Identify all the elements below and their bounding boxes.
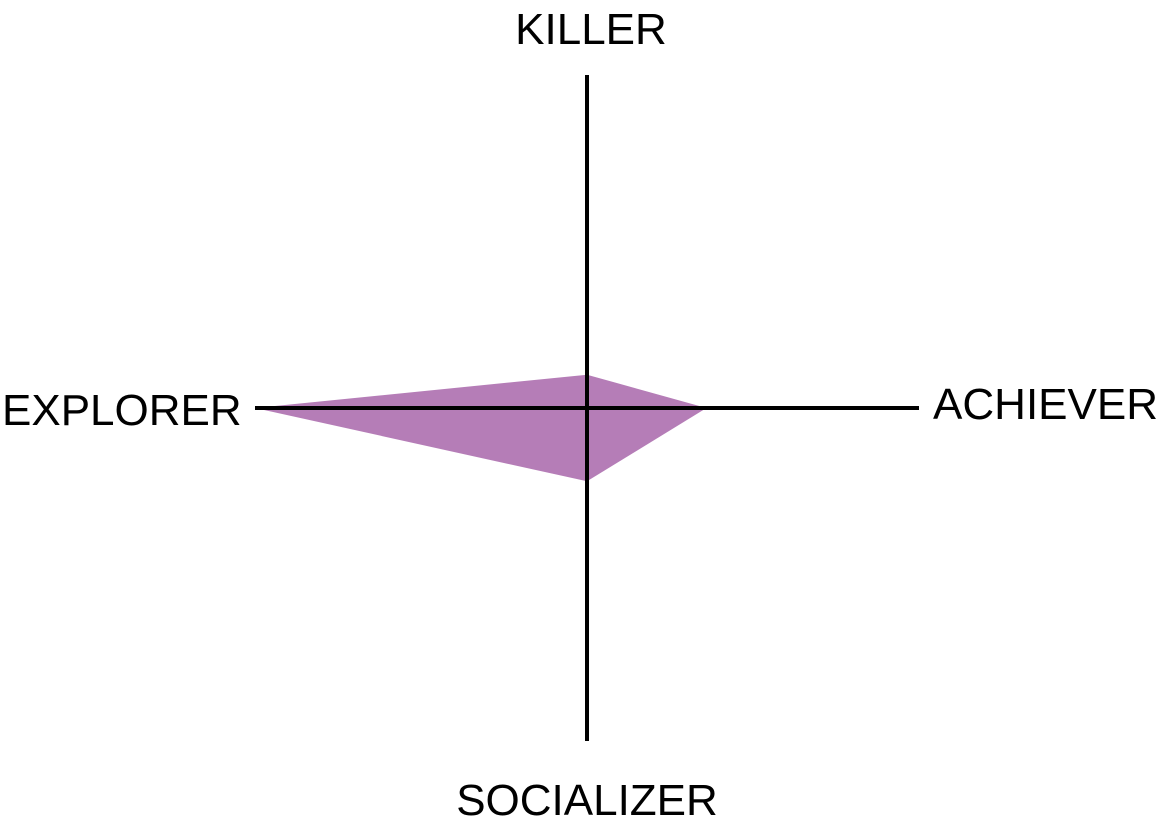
axis-label-achiever: ACHIEVER — [933, 380, 1158, 429]
axis-label-socializer: SOCIALIZER — [456, 776, 718, 825]
axis-label-explorer: EXPLORER — [2, 386, 242, 435]
axis-label-killer: KILLER — [515, 5, 667, 54]
series-area — [255, 374, 707, 482]
